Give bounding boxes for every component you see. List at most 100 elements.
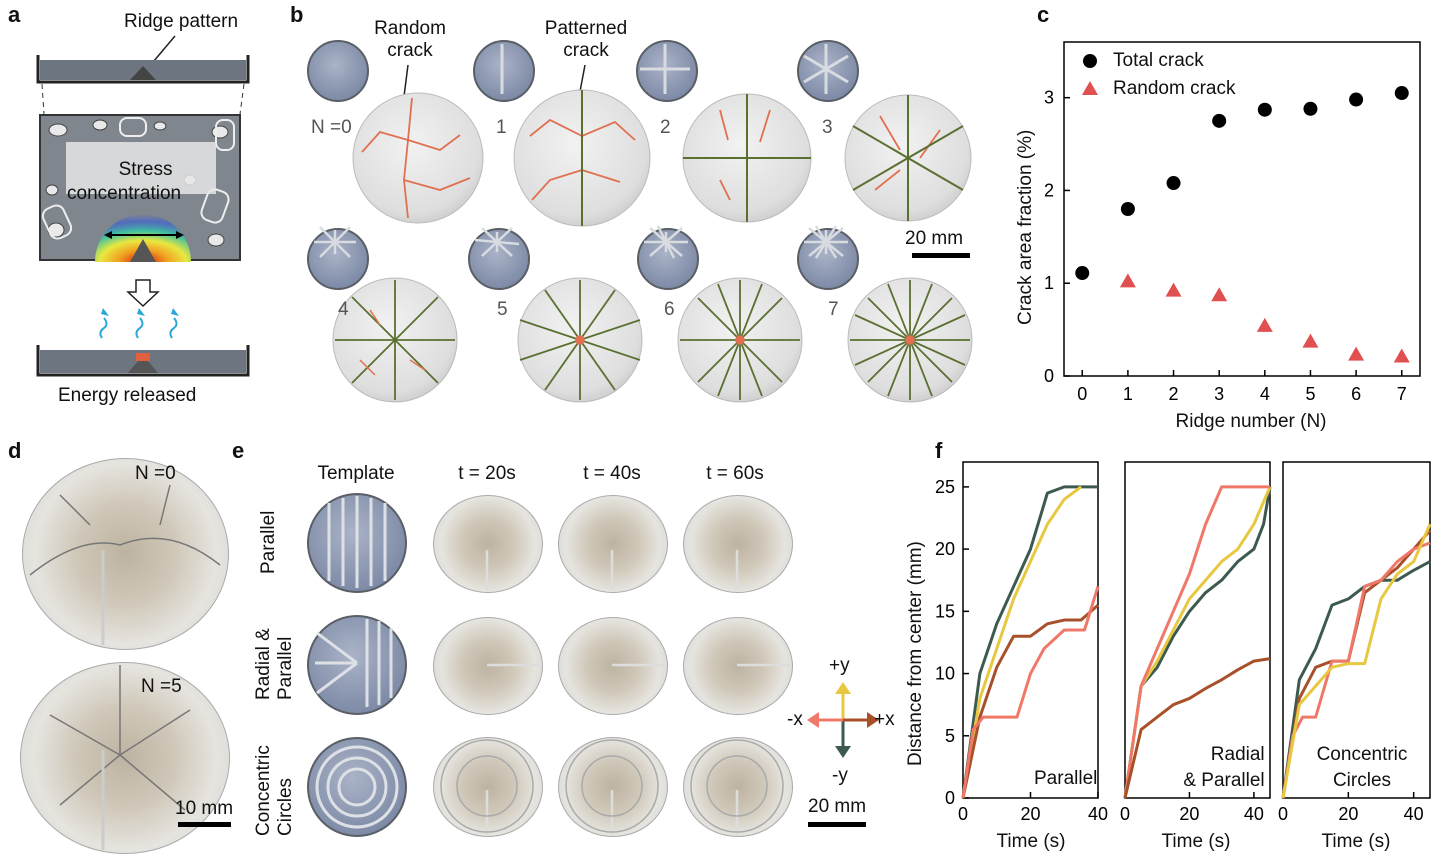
series-line xyxy=(961,485,1098,799)
sample-label-n7: 7 xyxy=(828,299,839,320)
legend-total-crack: Total crack xyxy=(1113,50,1204,71)
axis-plus-x: +x xyxy=(874,709,895,730)
random-crack-point xyxy=(1348,346,1365,361)
panel-b-letter: b xyxy=(290,2,304,27)
y-tick-label: 1 xyxy=(1044,273,1054,293)
panel-e-photo-overlay xyxy=(440,550,790,835)
x-tick-label: 5 xyxy=(1305,384,1315,404)
panel-e-template-lines xyxy=(315,496,399,829)
x-tick-label: 40 xyxy=(1404,804,1424,824)
panel-b-scalebar-label: 20 mm xyxy=(905,228,964,249)
legend-random-crack: Random crack xyxy=(1113,78,1236,99)
ridge-pattern-label: Ridge pattern xyxy=(124,11,239,32)
series-line xyxy=(961,603,1099,799)
y-tick-label: 2 xyxy=(1044,180,1054,200)
axis-plus-y: +y xyxy=(829,655,850,676)
total-crack-point xyxy=(1257,102,1272,117)
panel-f-annot-3-line2: Circles xyxy=(1332,770,1392,791)
random-crack-line1: Random xyxy=(374,18,446,39)
sample-label-n0: N =0 xyxy=(311,117,352,138)
random-crack-point xyxy=(1302,333,1319,348)
photo-concentric-t60 xyxy=(683,737,793,837)
x-tick-label: 40 xyxy=(1088,804,1108,824)
x-tick-label: 2 xyxy=(1169,384,1179,404)
series-line xyxy=(1123,657,1271,799)
total-crack-point xyxy=(1349,92,1364,107)
panel-d-bottom-label: N =5 xyxy=(141,676,182,697)
col-template: Template xyxy=(317,463,395,484)
panel-f-frame xyxy=(1282,461,1431,799)
random-crack-line2: crack xyxy=(387,40,433,61)
panel-f-xlabel-3: Time (s) xyxy=(1321,831,1391,852)
template-n2 xyxy=(636,40,698,102)
energy-released-label: Energy released xyxy=(58,385,197,406)
patterned-crack-line2: crack xyxy=(563,40,609,61)
panel-e-letter: e xyxy=(232,438,245,463)
col-t20: t = 20s xyxy=(458,463,516,484)
panel-f-frame xyxy=(1124,461,1271,799)
crack-samples xyxy=(314,44,973,403)
axis-cross xyxy=(807,682,879,758)
random-crack-point xyxy=(1165,282,1182,297)
template-concentric xyxy=(307,737,407,837)
row-concentric-line1: Concentric xyxy=(253,745,274,836)
random-crack-point xyxy=(1256,317,1273,332)
x-tick-label: 0 xyxy=(1278,804,1288,824)
x-tick-label: 20 xyxy=(1338,804,1358,824)
panel-d-overlay xyxy=(29,484,221,850)
row-radial-line2: Parallel xyxy=(275,636,296,700)
panel-c-chart: 0 1 2 3 4 5 6 7 0 1 2 3 xyxy=(1044,41,1421,404)
x-tick-label: 3 xyxy=(1214,384,1224,404)
panel-f-xlabel-1: Time (s) xyxy=(996,831,1066,852)
total-crack-point xyxy=(1394,86,1409,101)
x-tick-label: 1 xyxy=(1123,384,1133,404)
total-crack-point xyxy=(1303,101,1318,116)
series-line xyxy=(961,485,1083,799)
sample-label-n1: 1 xyxy=(496,117,507,138)
panel-f-letter: f xyxy=(935,438,943,463)
random-crack-point xyxy=(1393,348,1410,363)
panel-a-letter: a xyxy=(8,2,21,27)
panel-e-scalebar xyxy=(808,822,866,827)
y-tick-label: 25 xyxy=(935,477,955,497)
y-tick-label: 0 xyxy=(945,788,955,808)
y-tick-label: 5 xyxy=(945,726,955,746)
sample-label-n6: 6 xyxy=(664,299,675,320)
panel-f-xlabel-2: Time (s) xyxy=(1161,831,1231,852)
total-crack-point xyxy=(1120,202,1135,216)
y-tick-label: 15 xyxy=(935,601,955,621)
series-line xyxy=(961,586,1100,799)
stress-label-line1: Stress xyxy=(118,159,173,180)
sample-label-n2: 2 xyxy=(660,117,671,138)
x-tick-label: 0 xyxy=(1120,804,1130,824)
x-tick-label: 0 xyxy=(1077,384,1087,404)
series-line xyxy=(1123,485,1270,799)
sample-label-n5: 5 xyxy=(497,299,508,320)
panel-f-annot-2-line2: & Parallel xyxy=(1183,770,1265,791)
panel-d-scalebar-label: 10 mm xyxy=(175,798,234,819)
sample-label-n4: 4 xyxy=(338,299,349,320)
total-crack-point xyxy=(1212,113,1227,128)
legend-random-marker xyxy=(1082,81,1098,95)
x-tick-label: 20 xyxy=(1179,804,1199,824)
template-n7 xyxy=(797,228,859,290)
row-concentric-line2: Circles xyxy=(275,777,296,836)
panel-c-xlabel: Ridge number (N) xyxy=(1175,411,1327,432)
series-line xyxy=(1281,541,1431,799)
template-n1 xyxy=(473,40,535,102)
panel-f-ylabel: Distance from center (mm) xyxy=(905,541,926,766)
panel-d-letter: d xyxy=(8,438,22,463)
panel-a-schematic xyxy=(36,35,250,377)
series-line xyxy=(1123,486,1272,799)
axis-minus-x: -x xyxy=(787,709,803,730)
col-t40: t = 40s xyxy=(583,463,641,484)
series-line xyxy=(1281,560,1431,799)
series-line xyxy=(1123,486,1272,799)
y-tick-label: 10 xyxy=(935,664,955,684)
panel-c-letter: c xyxy=(1037,2,1050,27)
panel-f-annot-2-line1: Radial xyxy=(1210,744,1265,765)
x-tick-label: 20 xyxy=(1020,804,1040,824)
panel-c-ylabel: Crack area fraction (%) xyxy=(1015,129,1036,325)
series-line xyxy=(1281,523,1432,799)
panel-f-charts: 0 20 40 0 5 10 15 20 25 0 20 40 0 20 40 xyxy=(935,461,1432,824)
